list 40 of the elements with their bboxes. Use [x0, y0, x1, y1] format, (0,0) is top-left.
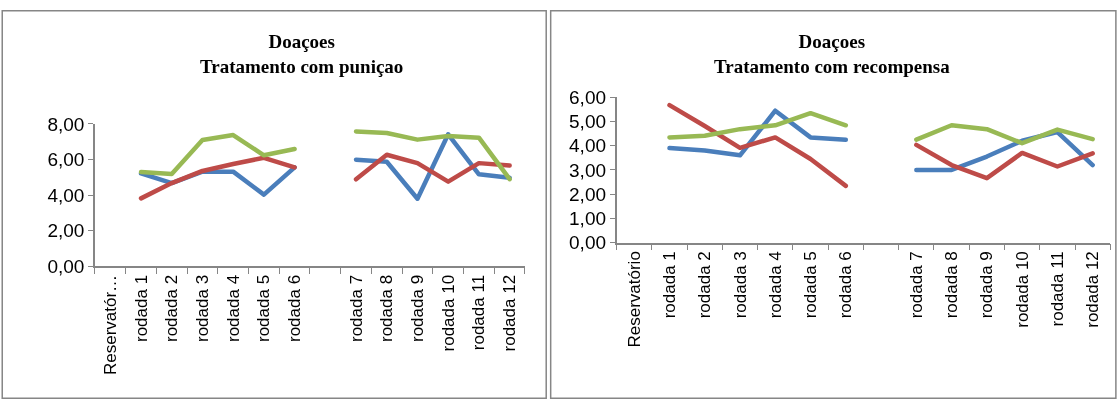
y-tick-label: 4,00	[569, 135, 607, 157]
x-tick-label: rodada 6	[285, 274, 305, 343]
x-tick-label: rodada 4	[223, 274, 243, 343]
x-tick-label: rodada 12	[500, 274, 520, 352]
y-tick-label: 8,00	[47, 113, 85, 135]
x-tick-label: rodada 4	[765, 251, 785, 319]
x-tick-label: rodada 7	[906, 251, 926, 319]
x-tick-label: rodada 1	[660, 251, 680, 319]
x-tick-label: rodada 2	[162, 274, 182, 343]
y-tick-label: 6,00	[47, 149, 85, 171]
x-tick-label: rodada 8	[377, 274, 397, 343]
x-tick-label: Reservatór…	[100, 274, 120, 376]
x-tick-label: Reservatório	[624, 251, 644, 348]
x-tick-label: rodada 10	[1012, 251, 1032, 328]
y-tick-label: 5,00	[569, 111, 607, 133]
x-tick-label: rodada 11	[469, 274, 489, 351]
x-tick-label: rodada 10	[438, 274, 458, 352]
x-tick-label: rodada 9	[408, 274, 427, 343]
y-tick-label: 3,00	[569, 159, 607, 181]
x-tick-label: rodada 1	[131, 274, 151, 343]
x-tick-label: rodada 3	[730, 251, 750, 319]
x-tick-label: rodada 8	[942, 251, 962, 319]
y-tick-label: 4,00	[47, 184, 85, 206]
chart-title: Doaçoes Tratamento com recompensa	[714, 31, 951, 77]
x-tick-label: rodada 5	[254, 274, 274, 343]
chart-title: Doaçoes Tratamento com puniçao	[200, 31, 404, 77]
x-tick-label: rodada 12	[1083, 251, 1103, 328]
x-tick-label: rodada 5	[801, 251, 821, 319]
y-tick-label: 6,00	[569, 86, 607, 108]
y-tick-label: 2,00	[569, 183, 607, 205]
x-tick-label: rodada 7	[346, 274, 366, 343]
y-tick-label: 2,00	[47, 220, 85, 242]
y-tick-label: 0,00	[569, 232, 607, 254]
y-tick-label: 1,00	[569, 208, 607, 230]
x-tick-label: rodada 3	[192, 274, 212, 343]
x-tick-label: rodada 11	[1047, 251, 1067, 327]
x-tick-label: rodada 6	[836, 251, 856, 319]
x-tick-label: rodada 2	[695, 251, 715, 319]
x-tick-label: rodada 9	[977, 251, 997, 319]
y-tick-label: 0,00	[47, 256, 85, 277]
